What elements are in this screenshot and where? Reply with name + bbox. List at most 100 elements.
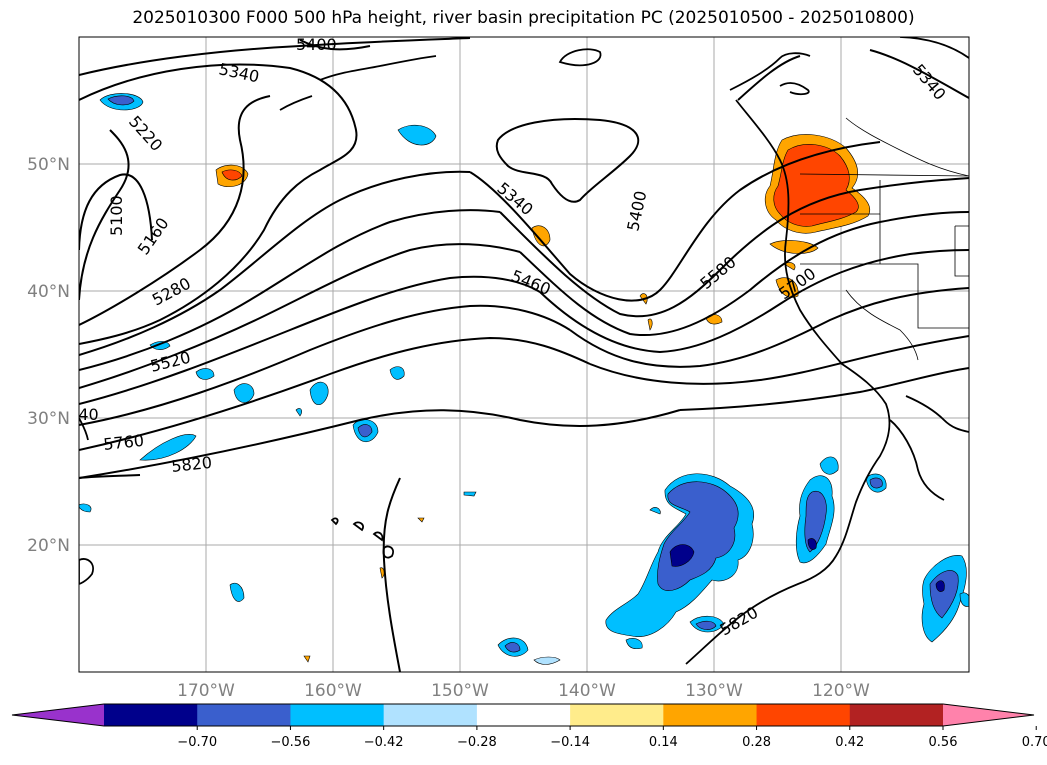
baja-coast [889, 419, 945, 501]
height-contour [299, 39, 371, 51]
precip-plume-max [935, 580, 945, 592]
height-contour [469, 141, 881, 302]
colorbar-tick-label: 0.42 [835, 735, 864, 750]
height-contour [79, 243, 521, 389]
height-contour [79, 275, 541, 405]
height-contour [539, 249, 969, 354]
height-contour [79, 209, 501, 371]
precip-blob [149, 341, 171, 350]
map-title: 2025010300 F000 500 hPa height, river ba… [132, 8, 915, 28]
precip-blob [229, 582, 245, 602]
lon-label-120w: 120°W [812, 681, 870, 701]
precip-blob [625, 638, 643, 650]
precip-blob [869, 477, 883, 489]
precip-blob [504, 642, 521, 653]
lat-label-20n: 20°N [27, 536, 70, 556]
colorbar-swatch [476, 704, 571, 726]
contour-label: 5400 [296, 35, 337, 54]
precip-blob [357, 424, 373, 438]
precip-blob [397, 124, 437, 146]
colorbar-tick-label: 0.70 [1022, 735, 1047, 750]
precip-blob [649, 507, 661, 515]
height-contour [79, 336, 591, 451]
colorbar-swatch [197, 704, 291, 726]
precip-blob [195, 368, 215, 380]
precip-blob [417, 517, 425, 523]
lon-label-130w: 130°W [685, 681, 743, 701]
longitude-labels: 170°W 160°W 150°W 140°W 130°W 120°W [177, 681, 870, 701]
aleutians-west [279, 95, 313, 111]
precip-plume-core [804, 490, 827, 553]
height-contour [79, 474, 141, 479]
colorbar-extend-high [943, 704, 1034, 726]
lon-label-160w: 160°W [304, 681, 362, 701]
precip-blob [647, 318, 653, 331]
lat-label-30n: 30°N [27, 409, 70, 429]
lon-label-170w: 170°W [177, 681, 235, 701]
colorbar-swatch [104, 704, 198, 726]
hawaii-coast [330, 517, 394, 559]
lon-label-140w: 140°W [558, 681, 616, 701]
colorbar-tick-label: −0.14 [550, 735, 590, 750]
height-contour [79, 409, 681, 479]
precip-blob [533, 656, 561, 665]
colorbar-swatch [849, 704, 944, 726]
height-contour [79, 129, 130, 301]
colorbar-tick-label: 0.14 [649, 735, 678, 750]
colorbar-extend-low [12, 704, 104, 726]
precip-blob [695, 620, 717, 630]
precip-blob [819, 456, 839, 475]
colorbar-tick-label: −0.42 [364, 735, 404, 750]
alaska-inland [779, 82, 810, 96]
lat-label-50n: 50°N [27, 155, 70, 175]
precip-blob [303, 655, 311, 663]
colorbar-tick-label: −0.56 [271, 735, 311, 750]
latitude-labels: 50°N 40°N 30°N 20°N [27, 155, 70, 556]
contour-label: 5820 [170, 453, 212, 476]
height-contour [679, 367, 969, 411]
contour-label: 5100 [107, 195, 126, 236]
precip-plume-core [773, 144, 859, 227]
precip-blob [107, 95, 135, 106]
height-contour [79, 63, 358, 345]
precip-plume-max [669, 544, 695, 567]
map-frame [78, 36, 970, 673]
map-panel[interactable]: 5400 5340 5220 5100 5160 5280 5520 5340 … [58, 35, 970, 673]
height-contour [382, 477, 401, 672]
height-contour [495, 117, 640, 203]
precip-blob [389, 366, 405, 380]
precip-blob [139, 434, 197, 461]
precip-blob [79, 503, 92, 513]
colorbar-tick-label: 0.28 [742, 735, 771, 750]
contour-label: 5640 [58, 405, 99, 424]
colorbar-swatch [290, 704, 385, 726]
height-contours [79, 37, 969, 672]
aleutians [319, 55, 437, 81]
colorbar-tick-label: 0.56 [929, 735, 958, 750]
height-contour [499, 177, 969, 318]
height-contour [79, 95, 271, 326]
height-contour [79, 37, 471, 76]
precip-blob [531, 225, 551, 247]
colorbar-tick-label: −0.28 [457, 735, 497, 750]
colorbar-swatch [570, 704, 664, 726]
colorbar-ticks: −0.70 −0.56 −0.42 −0.28 −0.14 0.14 0.28 0.42 0.5… [177, 726, 1047, 750]
precip-plume-max [807, 538, 817, 550]
colorbar-outline [11, 703, 1035, 727]
precip-blob [309, 381, 329, 406]
precip-blob [959, 592, 969, 607]
height-contour [79, 304, 571, 426]
colorbar-swatch [383, 704, 478, 726]
colorbar-tick-label: −0.70 [177, 735, 217, 750]
lon-label-150w: 150°W [431, 681, 489, 701]
precip-blob [295, 408, 302, 417]
precip-blob [463, 491, 477, 497]
alaska-coast [558, 48, 602, 67]
colorbar-swatch [756, 704, 851, 726]
lat-label-40n: 40°N [27, 282, 70, 302]
asia-coast [79, 417, 94, 585]
precip-blob [221, 169, 243, 181]
height-contour [519, 211, 969, 336]
height-contour [79, 170, 471, 356]
